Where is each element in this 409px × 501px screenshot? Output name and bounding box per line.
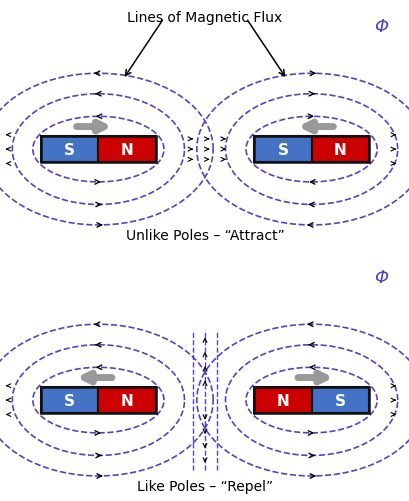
- Bar: [311, 136, 368, 163]
- Bar: [41, 136, 98, 163]
- Text: Like Poles – “Repel”: Like Poles – “Repel”: [137, 479, 272, 493]
- Text: Unlike Poles – “Attract”: Unlike Poles – “Attract”: [125, 229, 284, 242]
- Bar: [98, 387, 155, 414]
- Text: S: S: [64, 142, 75, 157]
- Bar: [254, 136, 311, 163]
- Text: S: S: [334, 393, 345, 408]
- Text: Φ: Φ: [373, 18, 387, 36]
- Text: Φ: Φ: [373, 269, 387, 287]
- Bar: [254, 387, 368, 414]
- Bar: [254, 387, 311, 414]
- Bar: [41, 387, 98, 414]
- Text: N: N: [276, 393, 289, 408]
- Text: S: S: [64, 393, 75, 408]
- Text: N: N: [120, 142, 133, 157]
- Bar: [98, 136, 155, 163]
- Text: S: S: [277, 142, 288, 157]
- Text: N: N: [333, 142, 346, 157]
- Bar: [311, 387, 368, 414]
- Text: N: N: [120, 393, 133, 408]
- Bar: [254, 136, 368, 163]
- Text: Lines of Magnetic Flux: Lines of Magnetic Flux: [127, 11, 282, 25]
- Bar: [41, 136, 155, 163]
- Bar: [41, 387, 155, 414]
